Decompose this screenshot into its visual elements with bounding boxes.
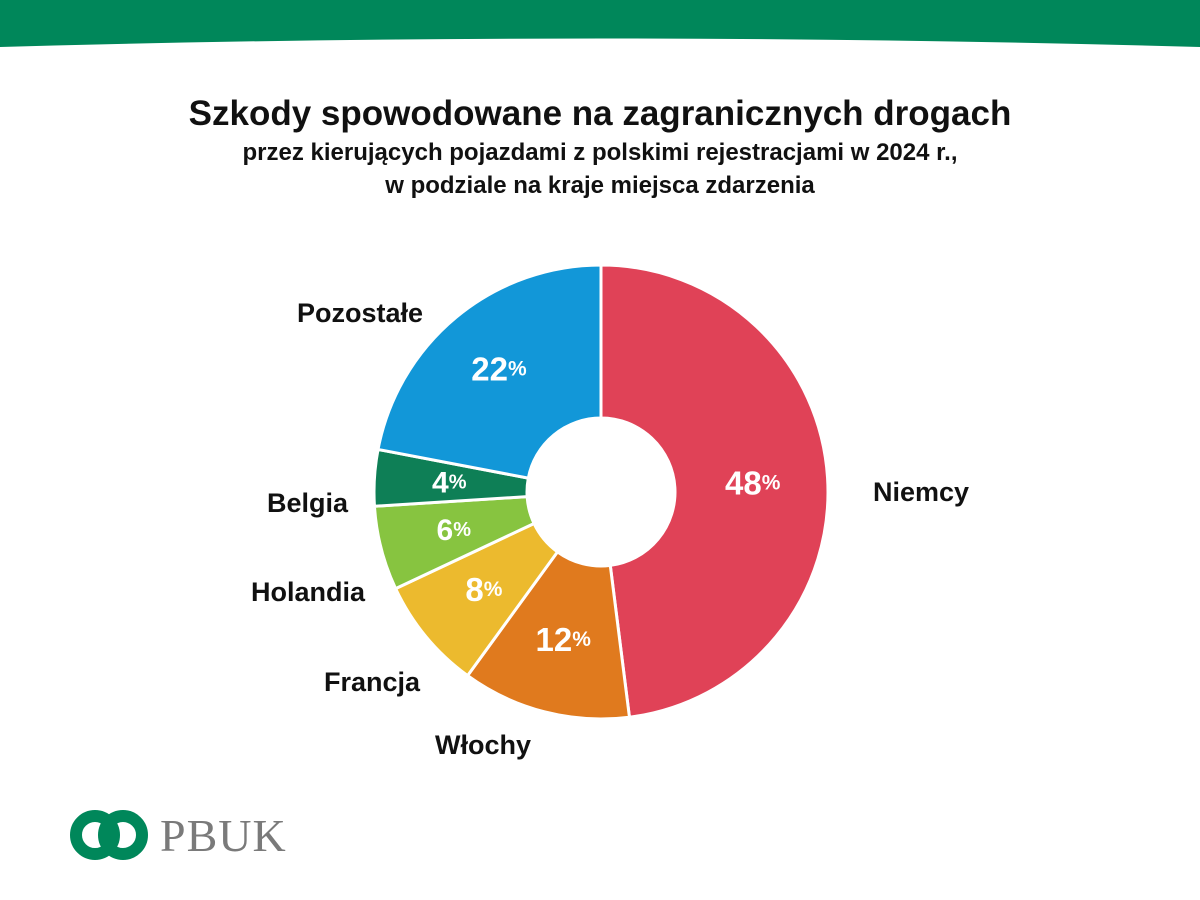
category-label-niemcy: Niemcy — [873, 477, 969, 507]
category-labels-layer: Niemcy Włochy Francja Holandia Belgia Pozosta… — [251, 298, 969, 760]
percent-label-niemcy: 48% — [725, 464, 781, 501]
category-label-belgia: Belgia — [267, 488, 349, 518]
slice-niemcy — [599, 263, 830, 719]
pbuk-logo-icon — [70, 810, 148, 860]
percent-label-pozostale: 22% — [471, 350, 527, 387]
header-band — [0, 0, 1200, 47]
percent-label-belgia: 4% — [432, 466, 467, 499]
category-label-wlochy: Włochy — [435, 730, 531, 760]
percent-label-holandia: 6% — [437, 513, 472, 546]
category-label-francja: Francja — [324, 667, 421, 697]
slices-layer — [372, 263, 830, 721]
chart-subtitle-line1: przez kierujących pojazdami z polskimi r… — [242, 139, 958, 166]
category-label-pozostale: Pozostałe — [297, 298, 423, 328]
category-label-holandia: Holandia — [251, 577, 366, 607]
chart-subtitle-line2: w podziale na kraje miejsca zdarzenia — [385, 172, 815, 199]
slice-pozostale — [376, 263, 603, 480]
percent-labels-layer: 48% 12% 8% 6% 4% 22% — [432, 350, 781, 658]
chart-title-block: Szkody spowodowane na zagranicznych drog… — [0, 92, 1200, 202]
logo-text: PBUK — [160, 809, 287, 861]
chart-title: Szkody spowodowane na zagranicznych drog… — [188, 94, 1012, 133]
percent-label-wlochy: 12% — [535, 621, 591, 658]
percent-label-francja: 8% — [465, 570, 502, 607]
pbuk-logo: PBUK — [70, 808, 287, 862]
slice-wlochy — [465, 549, 632, 721]
